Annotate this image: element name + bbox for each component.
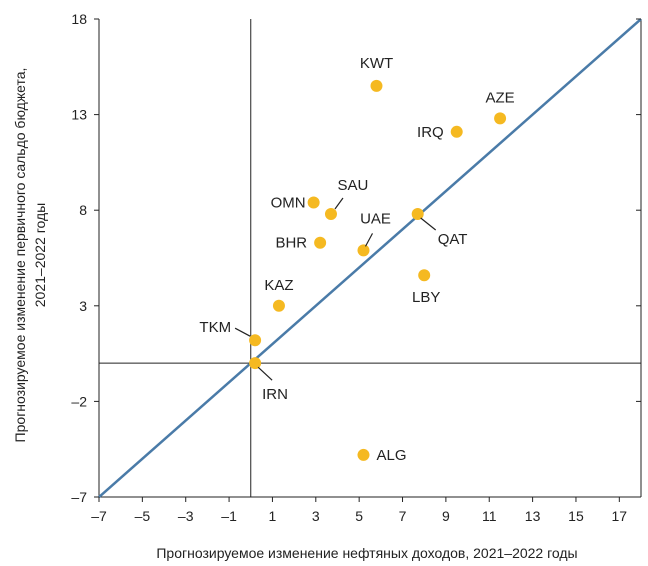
point-label-alg: ALG — [376, 447, 406, 464]
point-aze — [494, 112, 507, 125]
y-tick-label: 13 — [71, 107, 87, 123]
x-tick-label: 17 — [612, 508, 628, 524]
y-tick-label: 3 — [79, 298, 87, 314]
y-axis-title-line-2: 2021–2022 годы — [32, 203, 48, 307]
x-tick-label: –7 — [91, 508, 107, 524]
x-axis-title: Прогнозируемое изменение нефтяных доходо… — [156, 545, 577, 561]
point-kaz — [272, 299, 285, 312]
lines-layer — [98, 18, 642, 498]
point-sau — [324, 208, 337, 221]
points-layer — [249, 79, 507, 461]
point-qat — [411, 208, 424, 221]
x-tick-label: 11 — [482, 508, 497, 524]
leader-line-sau — [334, 197, 344, 210]
point-kwt — [370, 79, 383, 92]
point-label-omn: OMN — [271, 195, 306, 212]
point-irq — [450, 125, 463, 138]
point-irn — [249, 357, 262, 370]
x-tick-label: –1 — [221, 508, 237, 524]
leader-line-uae — [364, 233, 374, 247]
x-tick-label: 3 — [312, 508, 320, 524]
point-omn — [307, 196, 320, 209]
y-tick-label: –7 — [71, 489, 87, 505]
x-tick-label: 9 — [442, 508, 450, 524]
point-label-sau: SAU — [338, 177, 369, 194]
leader-line-qat — [420, 217, 437, 231]
point-uae — [357, 244, 370, 257]
point-label-kwt: KWT — [360, 55, 393, 72]
point-bhr — [314, 236, 327, 249]
point-alg — [357, 448, 370, 461]
point-label-tkm: TKM — [199, 319, 231, 336]
y-tick-label: 18 — [71, 11, 87, 27]
y-axis-title-line-1: Прогнозируемое изменение первичного саль… — [12, 68, 28, 443]
x-tick-label: –3 — [178, 508, 194, 524]
point-label-aze: AZE — [485, 89, 514, 106]
leader-line-tkm — [234, 327, 251, 337]
leader-line-irn — [257, 366, 273, 381]
labels-layer: KWT AZE IRQ OMN SAU QAT BHR UAE LBY KAZ TKM IRN ALG — [199, 55, 514, 464]
x-tick-label: 5 — [355, 508, 363, 524]
y-tick-label: 8 — [79, 202, 87, 218]
point-label-bhr: BHR — [275, 235, 307, 252]
y-tick-label: –2 — [71, 393, 87, 409]
x-tick-label: 1 — [269, 508, 277, 524]
point-lby — [418, 269, 431, 282]
x-tick-label: –5 — [135, 508, 151, 524]
diagonal-45-line — [98, 18, 642, 498]
point-label-irq: IRQ — [417, 124, 444, 141]
point-label-lby: LBY — [412, 289, 440, 306]
point-label-uae: UAE — [360, 210, 391, 227]
point-tkm — [249, 334, 262, 347]
point-label-qat: QAT — [438, 231, 468, 248]
x-tick-label: 7 — [399, 508, 407, 524]
point-label-irn: IRN — [262, 386, 288, 403]
x-tick-label: 13 — [525, 508, 541, 524]
x-tick-label: 15 — [568, 508, 584, 524]
point-label-kaz: KAZ — [264, 277, 293, 294]
